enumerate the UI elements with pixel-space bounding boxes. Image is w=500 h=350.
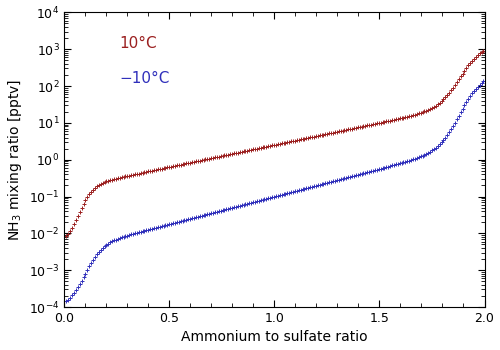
X-axis label: Ammonium to sulfate ratio: Ammonium to sulfate ratio xyxy=(181,330,368,344)
Text: 10°C: 10°C xyxy=(119,36,156,51)
Y-axis label: NH$_3$ mixing ratio [pptv]: NH$_3$ mixing ratio [pptv] xyxy=(6,78,24,241)
Text: −10°C: −10°C xyxy=(119,71,170,86)
